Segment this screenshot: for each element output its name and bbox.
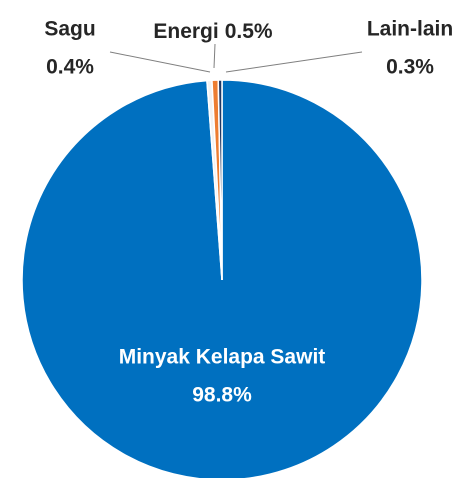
leader-line: [213, 43, 216, 69]
value-label: 0.5%: [225, 20, 273, 43]
category-label: Energi: [153, 20, 218, 43]
leader-line: [225, 51, 363, 73]
data-label: Energi 0.5%: [153, 20, 273, 43]
pie-slice: [217, 79, 223, 281]
category-label: Lain-lain: [367, 18, 453, 41]
category-label: Minyak Kelapa Sawit: [119, 346, 326, 369]
leader-line: [109, 51, 211, 73]
value-label: 0.4%: [46, 56, 94, 79]
category-label: Sagu: [44, 18, 95, 41]
value-label: 0.3%: [386, 56, 434, 79]
value-label: 98.8%: [192, 384, 252, 407]
